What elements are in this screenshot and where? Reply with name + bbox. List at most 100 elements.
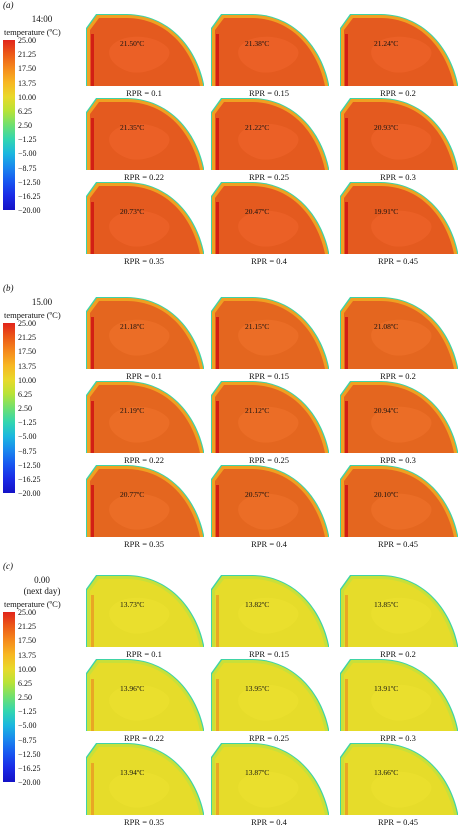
greenhouse-section: 20.93ºC xyxy=(336,96,460,170)
temperature-value: 20.77ºC xyxy=(120,490,145,499)
temperature-variation xyxy=(371,493,432,530)
greenhouse-section: 21.50ºC xyxy=(82,12,206,86)
north-wall xyxy=(345,202,348,254)
temperature-value: 13.85ºC xyxy=(374,600,399,609)
greenhouse-section: 13.96ºC xyxy=(82,657,206,731)
rpr-label: RPR = 0.1 xyxy=(126,371,162,381)
rpr-label: RPR = 0.22 xyxy=(124,172,164,182)
temperature-value: 13.95ºC xyxy=(245,684,270,693)
colorbar xyxy=(3,612,15,782)
colorbar-tick: 6.25 xyxy=(18,678,32,688)
colorbar-title: temperature (ºC) xyxy=(4,27,61,37)
colorbar-tick: 10.00 xyxy=(18,375,36,385)
greenhouse-section: 21.12ºC xyxy=(207,379,331,453)
greenhouse-section: 13.85ºC xyxy=(336,573,460,647)
temperature-value: 13.82ºC xyxy=(245,600,270,609)
panel-label: (a) xyxy=(3,0,14,10)
time-label: (next day) xyxy=(23,586,61,596)
temperature-value: 13.66ºC xyxy=(374,768,399,777)
greenhouse-section: 20.57ºC xyxy=(207,463,331,537)
temperature-variation xyxy=(238,771,299,808)
greenhouse-section-shape xyxy=(340,659,458,731)
greenhouse-section-shape xyxy=(211,14,329,86)
north-wall xyxy=(91,118,94,170)
north-wall xyxy=(91,317,94,369)
colorbar xyxy=(3,323,15,493)
rpr-label: RPR = 0.15 xyxy=(249,88,289,98)
greenhouse-section-shape xyxy=(211,297,329,369)
colorbar-tick: −12.50 xyxy=(18,749,41,759)
temperature-variation xyxy=(371,406,432,443)
north-wall xyxy=(345,401,348,453)
rpr-label: RPR = 0.3 xyxy=(380,172,416,182)
colorbar-tick: 21.25 xyxy=(18,333,36,343)
temperature-value: 19.91ºC xyxy=(374,207,399,216)
colorbar-tick: 17.50 xyxy=(18,347,36,357)
north-wall xyxy=(345,118,348,170)
rpr-label: RPR = 0.45 xyxy=(378,256,418,266)
north-wall xyxy=(216,202,219,254)
temperature-value: 13.73ºC xyxy=(120,600,145,609)
north-wall xyxy=(216,317,219,369)
north-wall xyxy=(345,317,348,369)
greenhouse-section: 20.94ºC xyxy=(336,379,460,453)
temperature-value: 21.08ºC xyxy=(374,322,399,331)
north-wall xyxy=(345,763,348,815)
greenhouse-section: 13.66ºC xyxy=(336,741,460,815)
temperature-value: 20.73ºC xyxy=(120,207,145,216)
greenhouse-section-shape xyxy=(340,182,458,254)
colorbar xyxy=(3,40,15,210)
rpr-label: RPR = 0.4 xyxy=(251,817,287,827)
rpr-label: RPR = 0.1 xyxy=(126,649,162,659)
rpr-label: RPR = 0.3 xyxy=(380,455,416,465)
greenhouse-section-shape xyxy=(86,465,204,537)
rpr-label: RPR = 0.35 xyxy=(124,256,164,266)
panel-label: (c) xyxy=(3,561,13,571)
rpr-label: RPR = 0.15 xyxy=(249,371,289,381)
greenhouse-section: 21.22ºC xyxy=(207,96,331,170)
greenhouse-section: 13.87ºC xyxy=(207,741,331,815)
greenhouse-section-shape xyxy=(340,98,458,170)
greenhouse-section-shape xyxy=(86,381,204,453)
temperature-variation xyxy=(238,597,299,634)
north-wall xyxy=(216,485,219,537)
temperature-value: 13.94ºC xyxy=(120,768,145,777)
north-wall xyxy=(91,34,94,86)
colorbar-tick: −8.75 xyxy=(18,163,37,173)
greenhouse-section-shape xyxy=(340,297,458,369)
temperature-value: 21.22ºC xyxy=(245,123,270,132)
rpr-label: RPR = 0.2 xyxy=(380,649,416,659)
greenhouse-section: 13.91ºC xyxy=(336,657,460,731)
greenhouse-section-shape xyxy=(340,14,458,86)
colorbar-tick: 21.25 xyxy=(18,50,36,60)
temperature-variation xyxy=(238,319,299,356)
north-wall xyxy=(91,679,94,731)
temperature-variation xyxy=(371,319,432,356)
colorbar-tick: 17.50 xyxy=(18,64,36,74)
colorbar-tick: 21.25 xyxy=(18,622,36,632)
colorbar-tick: −8.75 xyxy=(18,735,37,745)
north-wall xyxy=(345,485,348,537)
colorbar-tick: −5.00 xyxy=(18,721,37,731)
temperature-value: 21.12ºC xyxy=(245,406,270,415)
rpr-label: RPR = 0.2 xyxy=(380,371,416,381)
greenhouse-section-shape xyxy=(211,381,329,453)
time-label: 0.00 xyxy=(34,575,50,585)
north-wall xyxy=(91,202,94,254)
greenhouse-section-shape xyxy=(211,98,329,170)
greenhouse-section: 21.19ºC xyxy=(82,379,206,453)
temperature-value: 21.24ºC xyxy=(374,39,399,48)
rpr-label: RPR = 0.22 xyxy=(124,733,164,743)
greenhouse-section-shape xyxy=(340,381,458,453)
temperature-value: 13.87ºC xyxy=(245,768,270,777)
colorbar-tick: −16.25 xyxy=(18,763,41,773)
colorbar-tick: −12.50 xyxy=(18,177,41,187)
colorbar-tick: −20.00 xyxy=(18,206,41,215)
north-wall xyxy=(91,485,94,537)
temperature-value: 20.47ºC xyxy=(245,207,270,216)
colorbar-tick: −12.50 xyxy=(18,460,41,470)
north-wall xyxy=(216,679,219,731)
temperature-variation xyxy=(109,406,170,443)
greenhouse-section-shape xyxy=(340,575,458,647)
colorbar-tick: 25.00 xyxy=(18,36,36,45)
